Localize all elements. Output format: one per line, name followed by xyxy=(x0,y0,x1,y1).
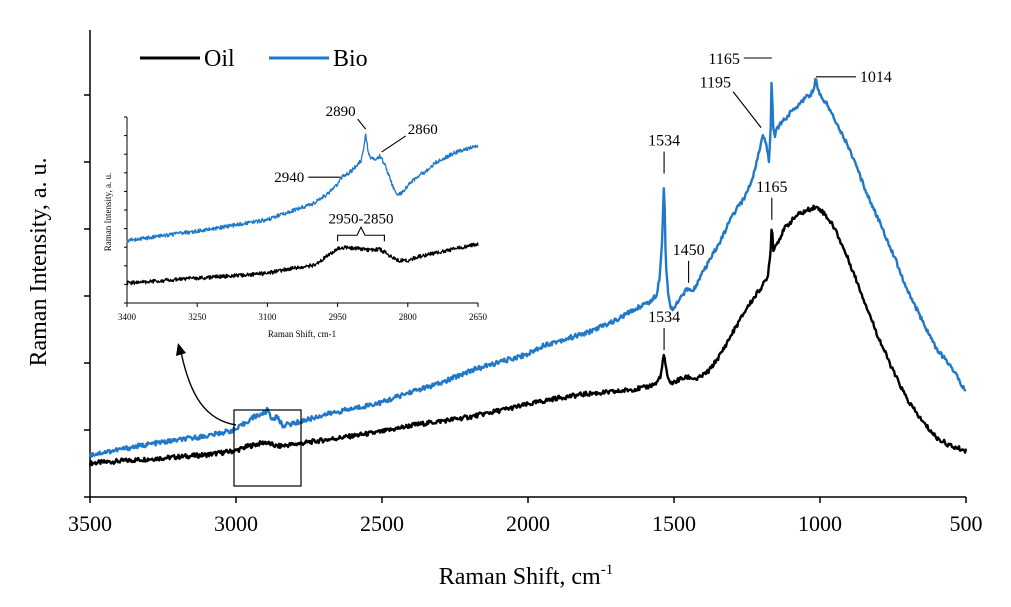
legend-label-oil: Oil xyxy=(204,46,235,72)
inset-chart: 3400 3250 3100 2950 2800 2650 Raman Shift, cm… xyxy=(103,104,488,339)
inset-x-tick-label: 2800 xyxy=(399,312,418,322)
zoom-region-box xyxy=(233,409,302,487)
annotation-label: 1165 xyxy=(756,179,787,196)
inset-annotation-leader xyxy=(357,118,367,130)
annotation-label: 1534 xyxy=(648,133,680,150)
main-series-group xyxy=(88,77,968,467)
annotation-leader xyxy=(732,91,762,128)
legend: Oil Bio xyxy=(140,46,368,72)
inset-bracket xyxy=(337,226,385,242)
main-axes: 3500 3000 2500 2000 1500 1000 500 xyxy=(68,30,983,536)
x-axis-ticks: 3500 3000 2500 2000 1500 1000 500 xyxy=(68,497,983,536)
inset-x-axis-ticks: 3400 3250 3100 2950 2800 2650 xyxy=(118,303,488,322)
inset-x-tick-label: 2650 xyxy=(469,312,488,322)
x-axis-title: Raman Shift, cm-1 xyxy=(439,562,613,590)
x-axis-title-superscript: -1 xyxy=(601,562,614,578)
inset-x-axis-title: Raman Shift, cm-1 xyxy=(268,329,336,339)
x-tick-label: 2500 xyxy=(360,511,404,536)
inset-annotation-label: 2950-2850 xyxy=(329,211,394,227)
x-tick-label: 1000 xyxy=(798,511,842,536)
inset-x-tick-label: 3250 xyxy=(188,312,207,322)
y-axis-title: Raman Intensity, a. u. xyxy=(26,157,52,366)
x-tick-label: 2000 xyxy=(506,511,550,536)
inset-series-line-bio xyxy=(126,133,479,243)
main-annotations: 1165 1014 1195 1534 1450 1165 1534 xyxy=(648,51,892,350)
annotation-label: 1195 xyxy=(700,75,731,92)
inset-y-axis-title: Raman Intensity, a. u. xyxy=(103,173,113,251)
series-line-bio xyxy=(88,77,967,458)
inset-annotation-label: 2860 xyxy=(408,122,438,138)
zoom-arrow xyxy=(180,351,237,426)
annotation-label: 1165 xyxy=(708,51,739,68)
x-tick-label: 3500 xyxy=(68,511,112,536)
x-tick-label: 3000 xyxy=(214,511,258,536)
x-tick-label: 1500 xyxy=(652,511,696,536)
annotation-label: 1014 xyxy=(860,69,892,86)
inset-x-tick-label: 3400 xyxy=(118,312,137,322)
series-line-oil xyxy=(88,204,968,467)
inset-x-tick-label: 3100 xyxy=(258,312,277,322)
inset-y-axis-ticks xyxy=(124,116,127,304)
y-axis-ticks xyxy=(84,94,90,498)
zoom-arrow-head xyxy=(176,343,186,356)
inset-annotations: 2890 2860 2940 2950-2850 xyxy=(274,104,438,242)
annotation-label: 1450 xyxy=(673,242,705,259)
x-tick-label: 500 xyxy=(950,511,983,536)
annotation-label: 1534 xyxy=(648,309,680,326)
inset-annotation-leader xyxy=(381,135,407,153)
x-axis-title-text: Raman Shift, cm xyxy=(439,564,601,590)
inset-series-group xyxy=(126,133,479,286)
inset-annotation-label: 2940 xyxy=(274,170,304,186)
inset-annotation-label: 2890 xyxy=(326,104,356,120)
inset-x-tick-label: 2950 xyxy=(329,312,348,322)
inset-series-line-oil xyxy=(126,242,479,286)
legend-label-bio: Bio xyxy=(333,46,368,72)
